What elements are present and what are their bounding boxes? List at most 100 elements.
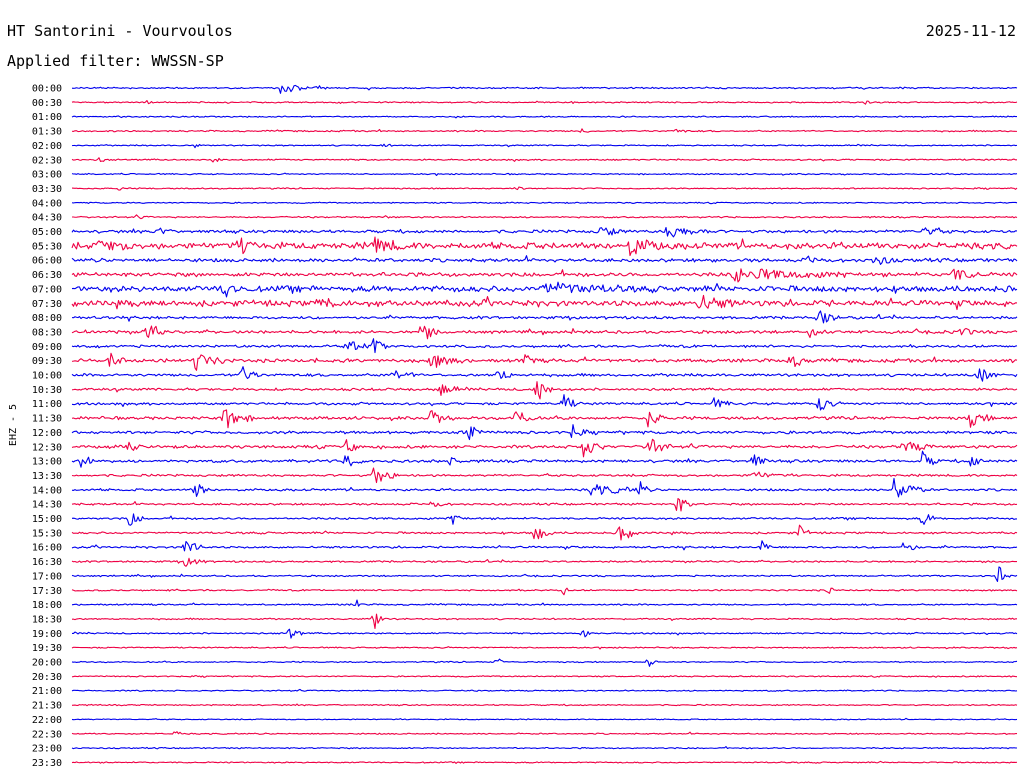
time-label: 06:00	[32, 256, 62, 267]
time-label: 11:00	[32, 399, 62, 410]
seismic-trace	[71, 366, 1018, 382]
seismic-trace	[71, 760, 1018, 764]
seismic-trace	[71, 731, 1018, 735]
time-label: 22:30	[32, 729, 62, 740]
time-label: 09:30	[32, 356, 62, 367]
filter-label: Applied filter: WWSSN-SP	[7, 52, 224, 70]
seismic-trace	[71, 157, 1017, 163]
seismic-trace	[71, 688, 1018, 692]
time-label: 21:00	[32, 686, 62, 697]
time-label: 14:00	[32, 485, 62, 496]
time-label: 10:30	[32, 385, 62, 396]
seismic-trace	[71, 524, 1018, 541]
time-label: 03:30	[32, 184, 62, 195]
seismic-trace	[71, 394, 1018, 411]
seismic-trace	[71, 587, 1018, 596]
time-label: 17:00	[32, 571, 62, 582]
seismic-trace	[71, 477, 1018, 498]
seismic-trace	[71, 717, 1018, 721]
time-label: 10:00	[32, 371, 62, 382]
seismic-trace	[71, 100, 1018, 105]
time-label: 00:30	[32, 98, 62, 109]
time-label: 21:30	[32, 701, 62, 712]
time-label: 03:00	[32, 170, 62, 181]
time-label: 13:00	[32, 457, 62, 468]
seismic-trace	[71, 613, 1018, 630]
seismic-trace	[71, 281, 1018, 298]
seismic-trace	[71, 226, 1018, 238]
time-label: 04:00	[32, 198, 62, 209]
seismic-trace	[71, 201, 1018, 205]
time-label-group: 00:00 00:30 01:00 01:30 02:00 02:30 03:00 03:30…	[32, 84, 62, 769]
time-label: 19:00	[32, 629, 62, 640]
seismic-trace	[71, 84, 1018, 94]
seismic-trace	[71, 128, 1018, 133]
time-label: 15:00	[32, 514, 62, 525]
time-label: 23:30	[32, 758, 62, 769]
channel-label: EHZ - 5	[8, 404, 19, 446]
seismic-trace	[71, 438, 1018, 458]
seismic-trace	[71, 675, 1018, 678]
time-label: 02:30	[32, 155, 62, 166]
chart-title: HT Santorini - Vourvoulos	[7, 22, 233, 40]
seismic-trace	[71, 310, 1018, 324]
chart-date: 2025-11-12	[925, 22, 1016, 40]
seismic-trace	[71, 172, 1018, 177]
time-label: 20:30	[32, 672, 62, 683]
time-label: 16:30	[32, 557, 62, 568]
time-label: 11:30	[32, 414, 62, 425]
time-label: 07:30	[32, 299, 62, 310]
time-label: 08:00	[32, 313, 62, 324]
time-label: 14:30	[32, 500, 62, 511]
seismic-trace	[71, 352, 1018, 371]
time-label: 16:00	[32, 543, 62, 554]
seismic-trace	[71, 658, 1018, 667]
seismic-trace	[71, 450, 1018, 468]
seismic-trace	[71, 268, 1018, 283]
seismic-trace	[71, 115, 1018, 119]
seismic-trace	[71, 498, 1018, 512]
time-label: 05:30	[32, 241, 62, 252]
seismic-trace	[71, 214, 1018, 220]
seismic-trace	[71, 255, 1018, 265]
time-label: 09:00	[32, 342, 62, 353]
seismic-trace	[71, 409, 1018, 429]
seismic-trace	[71, 325, 1018, 340]
seismic-trace	[71, 557, 1018, 567]
time-label: 06:30	[32, 270, 62, 281]
time-label: 19:30	[32, 643, 62, 654]
seismic-trace	[71, 186, 1018, 191]
time-label: 02:00	[32, 141, 62, 152]
seismic-trace	[71, 540, 1018, 552]
seismic-trace	[71, 746, 1018, 750]
time-label: 01:30	[32, 127, 62, 138]
seismic-trace	[71, 703, 1018, 707]
time-label: 12:00	[32, 428, 62, 439]
seismic-trace	[71, 566, 1018, 582]
time-label: 15:30	[32, 528, 62, 539]
time-label: 22:00	[32, 715, 62, 726]
seismic-trace	[71, 424, 1018, 441]
time-label: 00:00	[32, 84, 62, 95]
seismic-trace	[71, 513, 1018, 526]
time-label: 08:30	[32, 327, 62, 338]
trace-group	[71, 84, 1018, 764]
seismic-trace	[71, 338, 1018, 354]
time-label: 18:30	[32, 614, 62, 625]
seismic-trace	[71, 646, 1018, 650]
seismic-trace	[71, 599, 1018, 607]
seismic-trace	[71, 294, 1018, 311]
time-label: 05:00	[32, 227, 62, 238]
seismic-trace	[71, 467, 1018, 484]
time-label: 07:00	[32, 284, 62, 295]
seismic-trace	[71, 628, 1018, 639]
time-label: 18:00	[32, 600, 62, 611]
seismic-trace	[71, 381, 1018, 400]
time-label: 12:30	[32, 442, 62, 453]
time-label: 04:30	[32, 213, 62, 224]
seismic-trace	[71, 143, 1018, 149]
time-label: 13:30	[32, 471, 62, 482]
time-label: 01:00	[32, 112, 62, 123]
seismic-trace	[71, 236, 1018, 257]
